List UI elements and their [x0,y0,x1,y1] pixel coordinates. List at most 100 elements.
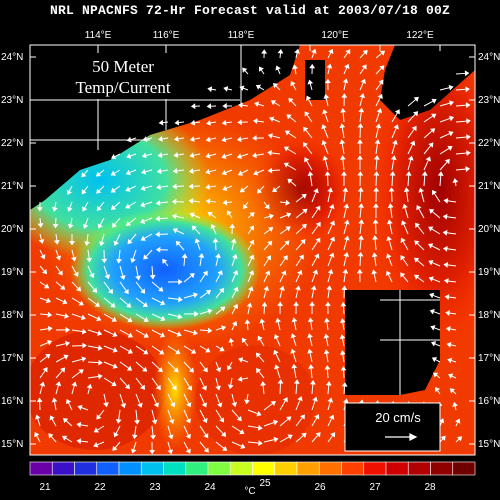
current-arrowhead [201,402,208,408]
current-arrow [71,329,83,333]
current-arrow [359,52,366,59]
current-arrowhead [189,273,195,279]
current-arrow [279,52,282,59]
current-arrow [271,169,281,172]
current-arrow [247,228,253,235]
current-arrow [454,181,457,187]
current-arrow [228,361,233,368]
current-arrow [215,308,223,315]
current-arrowhead [55,255,62,261]
current-arrowhead [359,93,366,99]
current-arrowhead [314,253,320,259]
current-arrowhead [327,269,334,275]
current-arrowhead [78,300,84,306]
current-arrowhead [107,288,113,294]
current-arrowhead [375,123,382,129]
current-arrow [342,353,345,363]
current-arrowhead [358,203,364,208]
current-arrowhead [49,415,55,421]
current-arrowhead [53,239,60,245]
current-arrowhead [205,198,211,205]
current-arrow [70,217,73,226]
current-arrow [247,214,253,219]
current-arrow [388,239,393,251]
current-arrowhead [448,373,454,379]
current-arrowhead [275,317,282,323]
current-arrowhead [143,316,149,322]
current-arrowhead [41,268,48,275]
current-arrow [341,127,345,139]
current-arrow [113,169,121,174]
current-arrowhead [455,418,461,424]
current-arrow [113,201,121,208]
current-arrow [103,329,115,336]
current-arrowhead [175,349,181,355]
current-arrow [103,361,115,367]
current-arrow [87,375,99,379]
current-arrow [241,169,249,174]
current-arrow [225,185,233,189]
current-arrow [167,361,177,371]
current-arrowhead [327,187,334,193]
current-arrowhead [261,49,268,54]
current-arrow [135,281,144,292]
y-tick-18-left: 18°N [1,310,23,321]
current-arrow [295,273,301,283]
current-arrow [199,425,207,436]
current-arrowhead [189,212,195,218]
current-arrowhead [82,206,88,212]
current-arrow [407,99,417,107]
current-arrowhead [126,302,132,308]
current-arrowhead [443,262,449,268]
current-arrowhead [357,123,364,128]
y-tick-19-left: 19°N [1,267,23,278]
current-arrowhead [191,225,197,231]
current-arrowhead [155,384,161,391]
current-arrowhead [205,168,211,175]
current-arrowhead [416,204,422,211]
current-arrowhead [239,85,245,92]
current-arrowhead [228,337,235,343]
current-arrow [448,312,457,315]
current-arrow [119,345,130,352]
current-arrowhead [244,319,251,324]
current-arrow [226,88,233,91]
current-arrowhead [97,344,103,351]
current-arrow [295,383,298,395]
current-arrowhead [135,275,141,281]
current-arrowhead [267,167,273,174]
current-arrow [257,103,265,107]
current-arrowhead [253,170,259,176]
current-arrowhead [188,198,194,204]
current-arrow [311,417,318,427]
colorbar-labels: 21 22 23 24 °C 25 26 27 28 [39,478,436,497]
current-arrow [423,100,434,107]
y-tick-20-right: 20°N [478,224,500,235]
current-arrow [305,129,313,139]
current-arrow [119,265,124,277]
current-arrow [448,296,457,299]
current-arrow [391,127,397,139]
colorbar-swatch [296,461,320,476]
current-arrow [119,377,128,387]
current-arrow [326,321,329,331]
current-arrow [327,401,331,411]
current-arrowhead [328,414,335,420]
current-arrow [256,169,265,174]
current-arrowhead [127,238,133,245]
current-arrow [455,152,467,155]
current-arrow [416,276,425,283]
current-arrow [55,384,59,395]
current-arrow [431,261,441,267]
current-arrowhead [287,178,293,184]
current-arrow [115,425,121,435]
current-arrowhead [339,155,346,160]
current-arrowhead [231,253,238,260]
current-arrowhead [125,169,131,176]
current-arrowhead [149,449,156,455]
current-arrowhead [65,340,70,347]
current-arrow [433,192,441,203]
current-arrowhead [392,139,398,145]
current-arrowhead [202,417,208,424]
current-arrowhead [112,331,118,338]
